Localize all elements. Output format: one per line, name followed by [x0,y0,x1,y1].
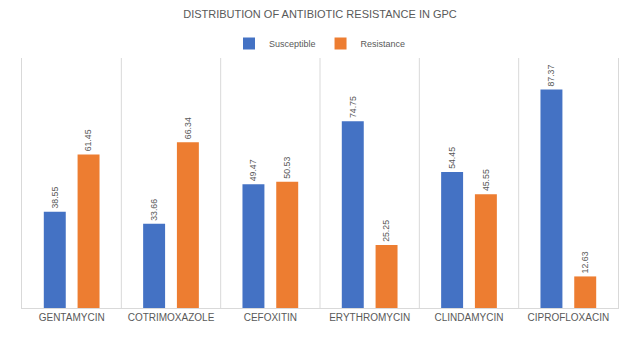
svg-text:Susceptible: Susceptible [269,39,316,49]
svg-text:66.34: 66.34 [183,117,193,139]
svg-text:74.75: 74.75 [348,96,358,118]
svg-text:49.47: 49.47 [248,159,258,181]
svg-text:GENTAMYCIN: GENTAMYCIN [39,312,105,323]
svg-text:33.66: 33.66 [149,199,159,221]
svg-text:12.63: 12.63 [580,251,590,273]
svg-text:50.53: 50.53 [282,157,292,179]
svg-text:CIPROFLOXACIN: CIPROFLOXACIN [527,312,609,323]
svg-text:COTRIMOXAZOLE: COTRIMOXAZOLE [128,312,215,323]
svg-text:38.55: 38.55 [50,187,60,209]
svg-text:Resistance: Resistance [361,39,406,49]
svg-text:CLINDAMYCIN: CLINDAMYCIN [435,312,504,323]
svg-text:61.45: 61.45 [83,129,93,151]
svg-text:87.37: 87.37 [546,65,556,87]
svg-text:25.25: 25.25 [381,220,391,242]
svg-text:45.55: 45.55 [481,169,491,191]
svg-text:DISTRIBUTION OF ANTIBIOTIC RES: DISTRIBUTION OF ANTIBIOTIC RESISTANCE IN… [183,8,457,20]
svg-text:54.45: 54.45 [447,147,457,169]
svg-text:CEFOXITIN: CEFOXITIN [244,312,297,323]
svg-text:ERYTHROMYCIN: ERYTHROMYCIN [329,312,410,323]
